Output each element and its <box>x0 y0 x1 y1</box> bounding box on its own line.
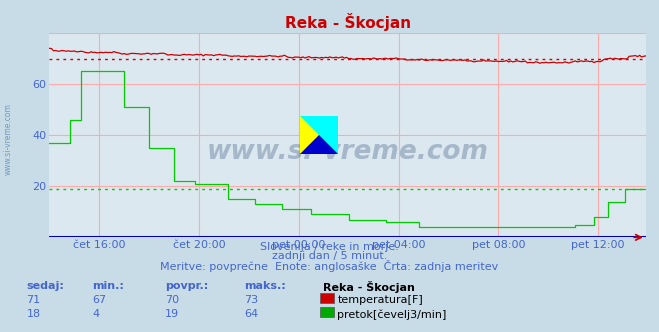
Text: Slovenija / reke in morje.: Slovenija / reke in morje. <box>260 242 399 252</box>
Text: pretok[čevelj3/min]: pretok[čevelj3/min] <box>337 309 447 320</box>
Text: 73: 73 <box>244 295 258 305</box>
Polygon shape <box>300 116 338 154</box>
Polygon shape <box>300 116 338 154</box>
Title: Reka - Škocjan: Reka - Škocjan <box>285 13 411 31</box>
Text: 70: 70 <box>165 295 179 305</box>
Text: 4: 4 <box>92 309 100 319</box>
Text: maks.:: maks.: <box>244 281 285 290</box>
Text: 64: 64 <box>244 309 258 319</box>
Text: Reka - Škocjan: Reka - Škocjan <box>323 281 415 292</box>
Text: 67: 67 <box>92 295 106 305</box>
Text: povpr.:: povpr.: <box>165 281 208 290</box>
Text: 19: 19 <box>165 309 179 319</box>
Text: zadnji dan / 5 minut.: zadnji dan / 5 minut. <box>272 251 387 261</box>
Text: www.si-vreme.com: www.si-vreme.com <box>3 104 13 175</box>
Text: temperatura[F]: temperatura[F] <box>337 295 423 305</box>
Polygon shape <box>300 116 338 154</box>
Text: 18: 18 <box>26 309 40 319</box>
Text: 71: 71 <box>26 295 40 305</box>
Text: www.si-vreme.com: www.si-vreme.com <box>207 139 488 165</box>
Text: Meritve: povprečne  Enote: anglosaške  Črta: zadnja meritev: Meritve: povprečne Enote: anglosaške Črt… <box>160 260 499 272</box>
Text: sedaj:: sedaj: <box>26 281 64 290</box>
Text: min.:: min.: <box>92 281 124 290</box>
